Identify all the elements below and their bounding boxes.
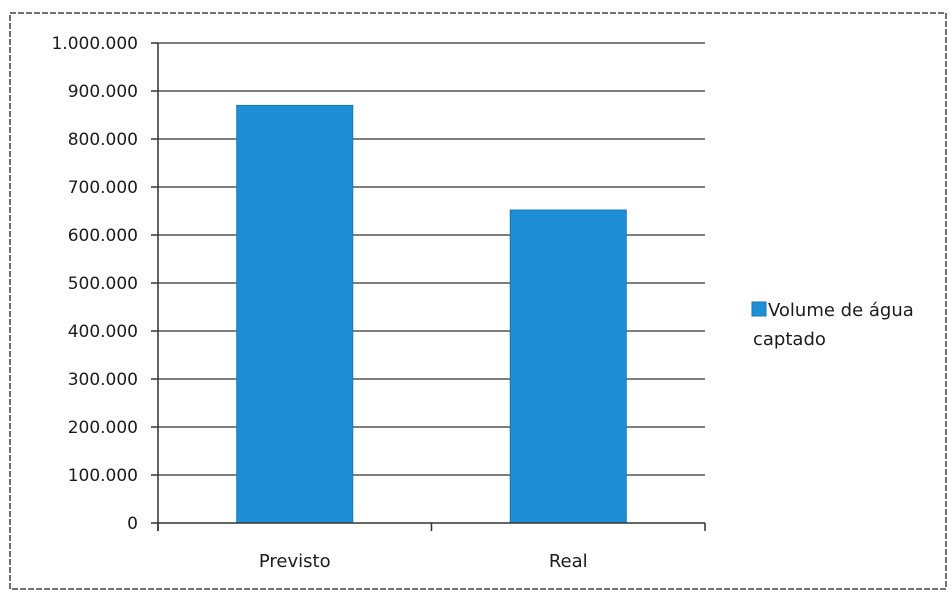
bar-previsto (236, 104, 354, 524)
y-tick-label: 400.000 (68, 322, 138, 342)
y-tick-label: 100.000 (68, 466, 138, 486)
y-tick-label: 500.000 (68, 274, 138, 294)
x-axis-category-labels: Previsto Real (259, 551, 588, 572)
y-tick-label: 300.000 (68, 370, 138, 390)
x-category-label: Previsto (259, 551, 331, 572)
y-tick-label: 200.000 (68, 418, 138, 438)
y-tick-label: 900.000 (68, 82, 138, 102)
legend-label-line-1: Volume de água (768, 300, 914, 321)
x-category-label: Real (549, 551, 588, 572)
y-axis-tick-labels: 0 100.000 200.000 300.000 400.000 500.000 600.… (51, 34, 138, 534)
y-tick-label: 700.000 (68, 178, 138, 198)
y-tick-label: 1.000.000 (51, 34, 138, 54)
legend: Volume de água captado (751, 300, 914, 350)
axes (151, 42, 706, 531)
y-tick-label: 800.000 (68, 130, 138, 150)
legend-label-line-2: captado (753, 329, 826, 350)
chart-frame (9, 12, 947, 590)
legend-swatch (751, 301, 767, 317)
y-tick-label: 0 (127, 514, 138, 534)
y-tick-label: 600.000 (68, 226, 138, 246)
bar-real (509, 209, 627, 524)
